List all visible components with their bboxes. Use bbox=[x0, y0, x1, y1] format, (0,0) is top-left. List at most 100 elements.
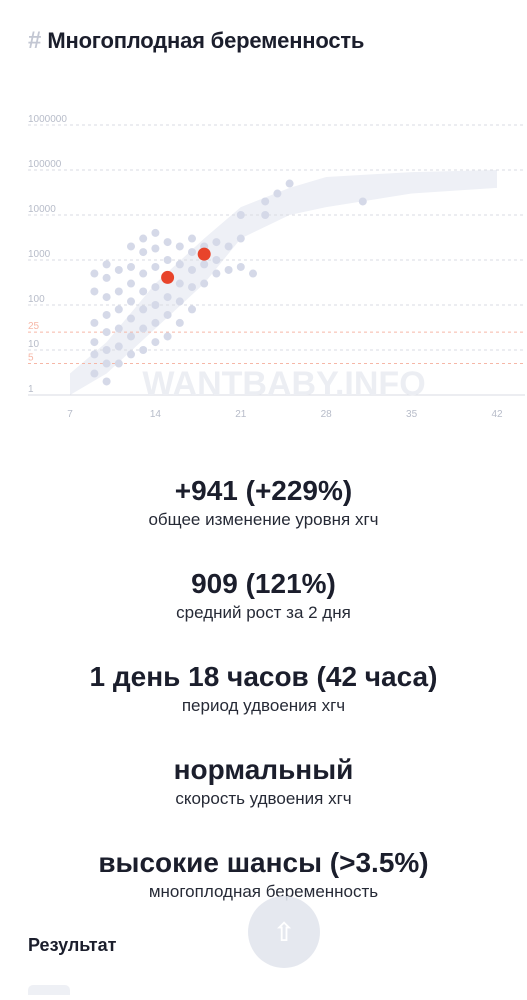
stat-value: +941 (+229%) bbox=[174, 475, 353, 506]
reference-point bbox=[90, 350, 99, 359]
reference-point bbox=[114, 324, 123, 333]
y-tick-label: 1000000 bbox=[28, 114, 67, 125]
reference-point bbox=[212, 238, 221, 247]
reference-point bbox=[139, 269, 148, 278]
reference-point bbox=[200, 279, 209, 288]
reference-point bbox=[188, 305, 196, 314]
x-tick-label: 7 bbox=[67, 409, 73, 420]
stat-multiple-pregnancy: высокие шансы (>3.5%) многоплодная берем… bbox=[0, 844, 527, 937]
reference-point bbox=[114, 287, 123, 296]
reference-point bbox=[127, 297, 135, 306]
reference-point bbox=[102, 328, 111, 337]
stat-label: средний рост за 2 дня bbox=[176, 603, 351, 622]
reference-point bbox=[139, 346, 148, 354]
reference-point bbox=[127, 314, 135, 323]
reference-point bbox=[236, 211, 245, 219]
reference-point bbox=[90, 287, 99, 296]
reference-point bbox=[188, 248, 196, 257]
reference-point bbox=[127, 262, 135, 271]
hcg-chart: 1000000 100000 10000 1000 100 25 10 5 1 7 14 21 28 35… bbox=[28, 114, 525, 420]
reference-point bbox=[102, 359, 111, 368]
reference-point bbox=[163, 332, 172, 341]
stat-doubling-period: 1 день 18 часов (42 часа) период удвоени… bbox=[0, 658, 527, 751]
stat-value: 909 (121%) bbox=[191, 568, 336, 599]
y-tick-label: 10 bbox=[28, 339, 40, 350]
reference-point bbox=[236, 234, 245, 243]
y-tick-label: 100000 bbox=[28, 159, 62, 170]
reference-point bbox=[151, 301, 160, 309]
reference-point bbox=[212, 269, 221, 278]
stat-label: многоплодная беременность bbox=[148, 882, 379, 901]
reference-point bbox=[151, 338, 160, 347]
reference-point bbox=[163, 310, 172, 319]
reference-point bbox=[188, 283, 196, 292]
reference-point bbox=[188, 234, 196, 243]
reference-point bbox=[139, 248, 148, 257]
stat-label: скорость удвоения хгч bbox=[175, 789, 352, 808]
reference-point bbox=[151, 318, 160, 327]
reference-point bbox=[114, 359, 123, 368]
reference-point bbox=[127, 350, 135, 359]
reference-point bbox=[127, 242, 135, 251]
y-tick-label: 100 bbox=[28, 294, 45, 305]
reference-point bbox=[139, 287, 148, 296]
result-card-edge bbox=[28, 985, 70, 995]
reference-point bbox=[139, 305, 148, 314]
reference-point bbox=[151, 283, 160, 292]
y-tick-label: 1 bbox=[28, 384, 34, 395]
user-hcg-point bbox=[197, 247, 211, 261]
reference-point bbox=[163, 293, 172, 302]
y-tick-label: 5 bbox=[28, 353, 34, 364]
reference-point bbox=[358, 197, 367, 206]
y-tick-label: 25 bbox=[28, 321, 40, 332]
y-tick-label: 10000 bbox=[28, 204, 56, 215]
reference-point bbox=[114, 342, 123, 351]
reference-point bbox=[175, 260, 184, 269]
reference-point bbox=[175, 297, 184, 306]
reference-point bbox=[175, 318, 184, 327]
x-tick-label: 21 bbox=[235, 409, 247, 420]
reference-point bbox=[188, 265, 196, 274]
x-tick-label: 42 bbox=[491, 409, 503, 420]
reference-point bbox=[90, 269, 99, 278]
y-tick-label: 1000 bbox=[28, 249, 51, 260]
reference-point bbox=[114, 265, 123, 274]
page-title: Многоплодная беременность bbox=[47, 28, 365, 53]
reference-point bbox=[127, 332, 135, 341]
reference-point bbox=[102, 346, 111, 354]
reference-point bbox=[261, 211, 270, 219]
stat-value: высокие шансы (>3.5%) bbox=[98, 847, 429, 878]
reference-point bbox=[102, 260, 111, 269]
reference-point bbox=[249, 269, 257, 278]
reference-point bbox=[102, 377, 111, 386]
x-tick-label: 35 bbox=[406, 409, 418, 420]
reference-point bbox=[224, 242, 233, 251]
reference-point bbox=[200, 260, 209, 269]
reference-point bbox=[151, 262, 160, 271]
x-tick-label: 14 bbox=[150, 409, 162, 420]
reference-point bbox=[90, 338, 99, 347]
normal-range-band bbox=[70, 170, 497, 395]
stat-doubling-rate: нормальный скорость удвоения хгч bbox=[0, 751, 527, 844]
reference-point bbox=[212, 256, 221, 264]
stat-label: период удвоения хгч bbox=[181, 696, 346, 715]
reference-point bbox=[90, 369, 99, 378]
reference-point bbox=[114, 305, 123, 314]
x-tick-label: 28 bbox=[321, 409, 333, 420]
arrow-up-icon: ⇧ bbox=[273, 916, 295, 947]
reference-point bbox=[139, 234, 148, 243]
reference-point bbox=[285, 179, 294, 188]
reference-point bbox=[151, 228, 160, 237]
reference-point bbox=[224, 265, 233, 274]
section-header: # Многоплодная беременность bbox=[28, 26, 364, 56]
stat-value: 1 день 18 часов (42 часа) bbox=[89, 661, 438, 692]
user-hcg-point bbox=[161, 270, 175, 284]
watermark-text: WANTBABY.INFO bbox=[142, 365, 425, 403]
reference-point bbox=[175, 242, 184, 251]
stat-value: нормальный bbox=[173, 754, 354, 785]
scroll-to-top-button[interactable]: ⇧ bbox=[248, 896, 320, 968]
reference-point bbox=[102, 293, 111, 302]
reference-point bbox=[163, 238, 172, 247]
reference-point bbox=[127, 279, 135, 288]
reference-point bbox=[163, 256, 172, 264]
